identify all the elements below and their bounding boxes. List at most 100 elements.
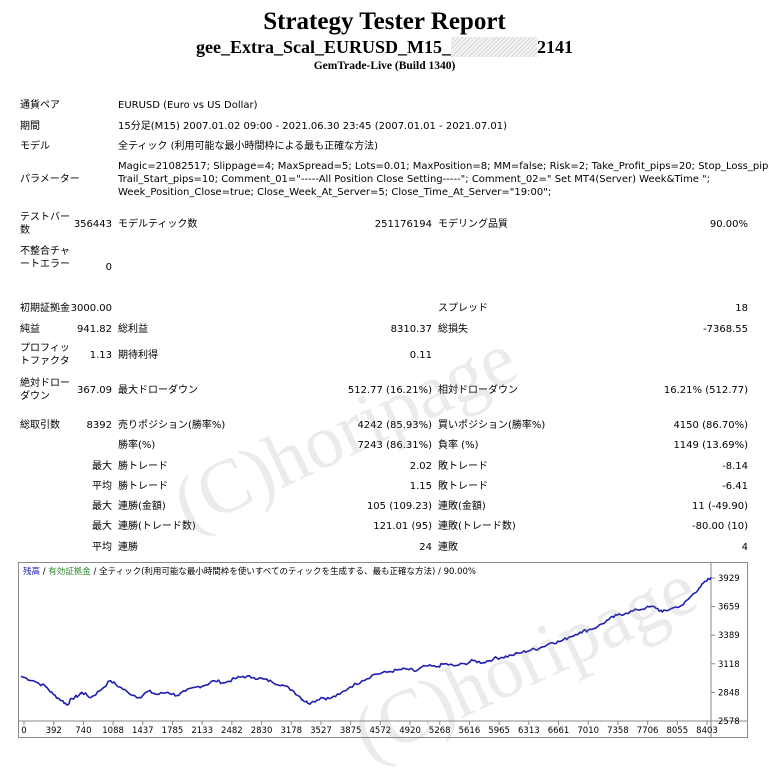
largest-win-value: 2.02 <box>409 461 432 472</box>
win-pct-value: 7243 (86.31%) <box>357 440 432 451</box>
period-value: 15分足(M15) 2007.01.02 09:00 - 2021.06.30 … <box>118 121 507 132</box>
largest-loss-label: 敗トレード <box>438 461 488 472</box>
report-subtitle-number: 2141 <box>536 37 573 57</box>
row-prefix-max-1: 最大 <box>92 461 112 472</box>
mismatch-label: 不整合チャートエラー <box>20 246 70 270</box>
spread-value: 18 <box>735 303 748 314</box>
chart-legend: 残高 / 有効証拠金 / 全ティック(利用可能な最小時間枠を使いすべてのティック… <box>23 565 476 577</box>
y-tick-label: 2578 <box>718 717 740 727</box>
win-pct-label: 勝率(%) <box>118 440 156 451</box>
x-tick-label: 6313 <box>518 726 540 736</box>
avg-cons-losses-value: 4 <box>741 542 748 553</box>
max-cons-losses-amt-value: 11 (-49.90) <box>692 501 748 512</box>
params-label: パラメーター <box>20 174 80 185</box>
expected-value: 0.11 <box>409 350 432 361</box>
y-tick-label: 3659 <box>718 603 740 613</box>
avg-cons-wins-label: 連勝 <box>118 542 138 553</box>
x-tick-label: 3527 <box>310 726 332 736</box>
pf-value: 1.13 <box>89 350 112 361</box>
quality-value: 90.00% <box>709 219 748 230</box>
expected-label: 期待利得 <box>118 350 158 361</box>
ticks-label: モデルティック数 <box>118 219 198 230</box>
max-cons-loss-label: 連敗(トレード数) <box>438 521 516 532</box>
avg-cons-wins-value: 24 <box>419 542 432 553</box>
loss-pct-label: 負率 (%) <box>438 440 479 451</box>
rel-dd-value: 16.21% (512.77) <box>663 385 748 396</box>
mismatch-value: 0 <box>105 262 112 273</box>
gross-profit-value: 8310.37 <box>390 324 432 335</box>
x-tick-label: 740 <box>75 726 91 736</box>
avg-win-value: 1.15 <box>409 481 432 492</box>
pair-value: EURUSD (Euro vs US Dollar) <box>118 100 258 111</box>
legend-sep: / <box>90 567 100 577</box>
x-tick-label: 2830 <box>251 726 273 736</box>
max-cons-profit-value: 121.01 (95) <box>373 521 432 532</box>
x-tick-label: 7706 <box>637 726 659 736</box>
legend-sep: / <box>435 567 444 577</box>
long-label: 買いポジション(勝率%) <box>438 420 546 431</box>
legend-sep: / <box>40 567 49 577</box>
balance-chart-svg: 3929 3659 3389 3118 2848 2578 0 392 740 1088 1437 1… <box>19 563 747 737</box>
max-cons-wins-amt-value: 105 (109.23) <box>366 501 432 512</box>
x-tick-label: 8403 <box>696 726 718 736</box>
max-cons-loss-value: -80.00 (10) <box>692 521 748 532</box>
report-subtitle-name: gee_Extra_Scal_EURUSD_M15_ <box>196 37 451 57</box>
long-value: 4150 (86.70%) <box>673 420 748 431</box>
avg-win-label: 勝トレード <box>118 481 168 492</box>
deposit-label: 初期証拠金 <box>20 303 70 314</box>
legend-balance: 残高 <box>23 567 41 577</box>
model-value: 全ティック (利用可能な最小時間枠による最も正確な方法) <box>118 141 379 152</box>
rel-dd-label: 相対ドローダウン <box>438 385 518 396</box>
x-tick-label: 0 <box>21 726 26 736</box>
period-label: 期間 <box>20 121 40 132</box>
largest-win-label: 勝トレード <box>118 461 168 472</box>
y-tick-label: 3929 <box>718 574 740 584</box>
x-tick-label: 5268 <box>429 726 451 736</box>
params-line-3: Week_Position_Close=true; Close_Week_At_… <box>118 187 552 198</box>
x-tick-label: 4572 <box>370 726 392 736</box>
x-tick-label: 3178 <box>280 726 302 736</box>
x-tick-label: 1088 <box>102 726 124 736</box>
abs-dd-label: 絶対ドローダウン <box>20 378 70 402</box>
gross-loss-value: -7368.55 <box>703 324 748 335</box>
net-value: 941.82 <box>77 324 112 335</box>
pf-label: プロフィットファクタ <box>20 343 70 367</box>
avg-cons-losses-label: 連敗 <box>438 542 458 553</box>
x-tick-label: 392 <box>46 726 62 736</box>
x-tick-label: 5616 <box>459 726 481 736</box>
report-title: Strategy Tester Report <box>263 8 506 35</box>
params-line-1: Magic=21082517; Slippage=4; MaxSpread=5;… <box>118 161 769 172</box>
y-tick-label: 3389 <box>718 631 740 641</box>
row-prefix-avg-2: 平均 <box>92 542 112 553</box>
balance-series-line <box>20 576 712 706</box>
gross-loss-label: 総損失 <box>438 324 468 335</box>
largest-loss-value: -8.14 <box>722 461 748 472</box>
row-prefix-max-2: 最大 <box>92 501 112 512</box>
ticks-value: 251176194 <box>374 219 432 230</box>
report-subtitle: gee_Extra_Scal_EURUSD_M15_ 2141 <box>0 37 769 58</box>
avg-loss-value: -6.41 <box>722 481 748 492</box>
total-trades-value: 8392 <box>86 420 112 431</box>
max-dd-value: 512.77 (16.21%) <box>347 385 432 396</box>
model-label: モデル <box>20 141 50 152</box>
bars-label: テストバー数 <box>20 212 70 236</box>
total-trades-label: 総取引数 <box>20 420 60 431</box>
loss-pct-value: 1149 (13.69%) <box>673 440 748 451</box>
short-label: 売りポジション(勝率%) <box>118 420 226 431</box>
row-prefix-max-3: 最大 <box>92 521 112 532</box>
x-tick-label: 7358 <box>607 726 629 736</box>
params-line-2: Trail_Start_pips=10; Comment_01="-----Al… <box>118 174 710 185</box>
abs-dd-value: 367.09 <box>77 385 112 396</box>
y-tick-label: 2848 <box>718 688 740 698</box>
x-tick-label: 8055 <box>666 726 688 736</box>
x-tick-label: 2133 <box>191 726 213 736</box>
x-tick-label: 1785 <box>162 726 184 736</box>
max-cons-profit-label: 連勝(トレード数) <box>118 521 196 532</box>
x-tick-label: 2482 <box>221 726 243 736</box>
bars-value: 356443 <box>73 219 112 230</box>
x-tick-label: 5965 <box>488 726 510 736</box>
x-tick-label: 7010 <box>577 726 599 736</box>
x-tick-label: 4920 <box>399 726 421 736</box>
legend-quality: 90.00% <box>443 567 476 577</box>
y-tick-label: 3118 <box>718 660 740 670</box>
